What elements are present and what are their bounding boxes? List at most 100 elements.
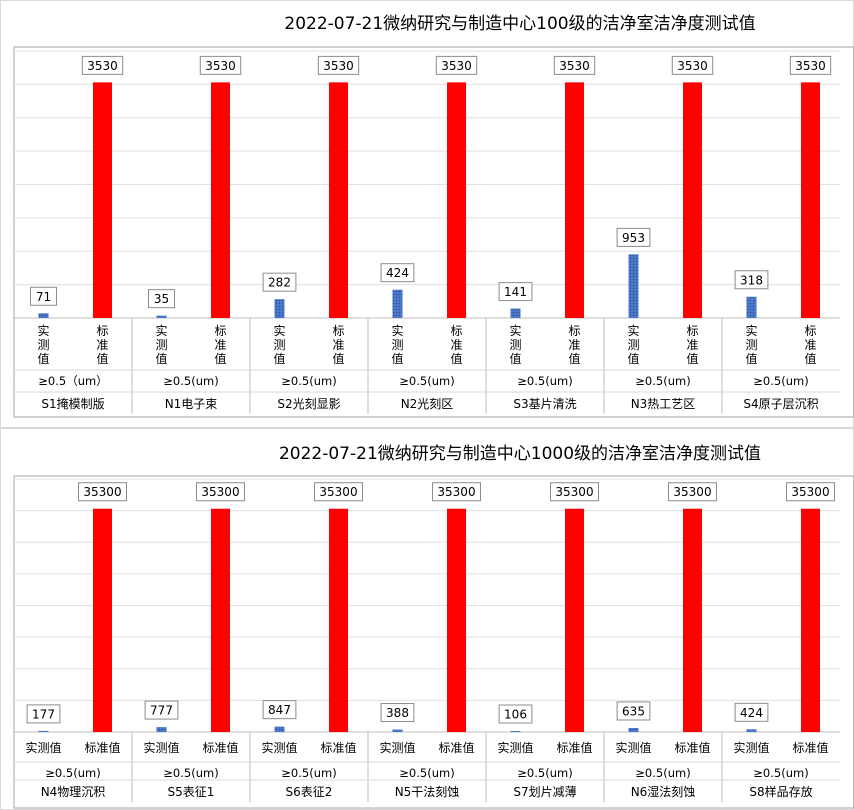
bar-standard — [329, 508, 348, 732]
chart-area-border — [13, 46, 854, 418]
bar-measured — [156, 727, 167, 732]
bar-category-label: 标准值 — [804, 324, 816, 366]
data-label-box — [262, 700, 297, 720]
bar-category-label: 标准值 — [96, 324, 108, 366]
particle-size-label: ≥0.5(um) — [635, 374, 690, 388]
bar-category-label: 标准值 — [568, 324, 580, 366]
data-label: 35300 — [319, 485, 357, 499]
bar-standard — [211, 508, 230, 732]
room-label: N4物理沉积 — [41, 785, 106, 799]
data-label-box — [668, 482, 717, 502]
data-label: 3530 — [441, 59, 472, 73]
category-group: 847 实测值 35300 标准值 ≥0.5(um) S6表征2 — [249, 482, 363, 802]
particle-size-label: ≥0.5(um) — [517, 374, 572, 388]
bar-measured — [628, 727, 639, 732]
particle-size-label: ≥0.5(um) — [753, 374, 808, 388]
data-label: 106 — [504, 708, 527, 722]
category-group: 777 实测值 35300 标准值 ≥0.5(um) S5表征1 — [131, 482, 245, 802]
category-group: 177 实测值 35300 标准值 ≥0.5(um) N4物理沉积 — [25, 482, 127, 799]
data-label: 847 — [268, 703, 291, 717]
data-label-box — [30, 286, 57, 306]
bar-measured — [274, 299, 285, 318]
room-label: N2光刻区 — [401, 397, 454, 411]
data-label-box — [196, 482, 245, 502]
chart-title: 2022-07-21微纳研究与制造中心1000级的洁净室洁净度测试值 — [279, 444, 761, 464]
particle-size-label: ≥0.5(um) — [45, 766, 100, 780]
data-label-box — [148, 289, 175, 309]
data-label-box — [26, 704, 61, 724]
bar-measured — [746, 729, 757, 732]
data-label: 3530 — [87, 59, 118, 73]
particle-size-label: ≥0.5(um) — [163, 374, 218, 388]
data-label: 3530 — [205, 59, 236, 73]
category-group: 106 实测值 35300 标准值 ≥0.5(um) S7划片减薄 — [485, 482, 599, 802]
particle-size-label: ≥0.5(um) — [753, 766, 808, 780]
room-label: S1掩模制版 — [41, 397, 104, 411]
room-label: N3热工艺区 — [631, 397, 696, 411]
data-label-box — [314, 482, 363, 502]
bar-category-label: 实测值 — [509, 323, 521, 366]
data-label-box — [78, 482, 127, 502]
room-label: S5表征1 — [168, 785, 215, 799]
data-label-box — [380, 703, 415, 723]
particle-size-label: ≥0.5（um） — [38, 374, 107, 388]
chart-1: 2022-07-21微纳研究与制造中心100级的洁净室洁净度测试值71实测值35… — [0, 0, 854, 428]
data-label-box — [671, 55, 714, 75]
bar-category-label: 标准值 — [686, 324, 698, 366]
chart-area-border — [13, 475, 854, 809]
particle-size-label: ≥0.5(um) — [399, 766, 454, 780]
data-label-box — [262, 272, 297, 292]
category-group: 388 实测值 35300 标准值 ≥0.5(um) N5干法刻蚀 — [367, 482, 481, 802]
bar-category-label: 标准值 — [438, 740, 474, 755]
room-label: N6湿法刻蚀 — [631, 784, 696, 799]
bar-category-label: 实测值 — [155, 323, 167, 366]
category-group: 141 实测值 3530 标准值 ≥0.5(um) S3基片清洗 — [485, 55, 596, 414]
particle-size-label: ≥0.5(um) — [517, 766, 572, 780]
room-label: S7划片减薄 — [513, 784, 576, 799]
data-label: 3530 — [559, 59, 590, 73]
particle-size-label: ≥0.5(um) — [635, 766, 690, 780]
data-label: 635 — [622, 704, 645, 718]
bar-measured — [746, 296, 757, 318]
bar-category-label: 实测值 — [25, 740, 61, 755]
bar-measured — [392, 289, 403, 318]
bar-standard — [447, 82, 466, 318]
bar-standard — [93, 508, 112, 732]
category-group: 635 实测值 35300 标准值 ≥0.5(um) N6湿法刻蚀 — [603, 482, 717, 802]
data-label: 318 — [740, 273, 763, 287]
data-label: 3530 — [323, 59, 354, 73]
data-label: 35300 — [201, 485, 239, 499]
bar-measured — [274, 726, 285, 732]
room-label: S6表征2 — [286, 785, 333, 799]
room-label: N5干法刻蚀 — [395, 785, 460, 799]
bar-category-label: 实测值 — [273, 323, 285, 366]
data-label-box — [616, 227, 651, 247]
category-group: 71 实测值 3530 标准值 ≥0.5（um） S1掩模制版 — [30, 55, 124, 411]
bar-measured — [392, 729, 403, 732]
chart-panel — [0, 428, 854, 810]
bar-standard — [683, 82, 702, 318]
bar-category-label: 标准值 — [792, 740, 828, 755]
bar-category-label: 实测值 — [733, 740, 769, 755]
room-label: S8样品存放 — [749, 784, 812, 799]
bar-category-label: 实测值 — [615, 740, 651, 755]
chart-2: 2022-07-21微纳研究与制造中心1000级的洁净室洁净度测试值 177 实测值… — [0, 428, 854, 810]
room-label: S2光刻显影 — [277, 397, 340, 411]
data-label: 388 — [386, 706, 409, 720]
data-label: 282 — [268, 276, 291, 290]
bar-category-label: 标准值 — [450, 324, 462, 366]
bar-standard — [801, 508, 820, 732]
bar-category-label: 实测值 — [391, 323, 403, 366]
bar-category-label: 实测值 — [379, 740, 415, 755]
particle-size-label: ≥0.5(um) — [281, 374, 336, 388]
data-label: 424 — [386, 266, 409, 280]
data-label: 953 — [622, 231, 645, 245]
data-label-box — [144, 700, 179, 720]
data-label-box — [81, 55, 124, 75]
bar-category-label: 实测值 — [627, 323, 639, 366]
bar-standard — [565, 82, 584, 318]
bar-category-label: 实测值 — [261, 740, 297, 755]
particle-size-label: ≥0.5(um) — [163, 766, 218, 780]
data-label: 424 — [740, 706, 763, 720]
